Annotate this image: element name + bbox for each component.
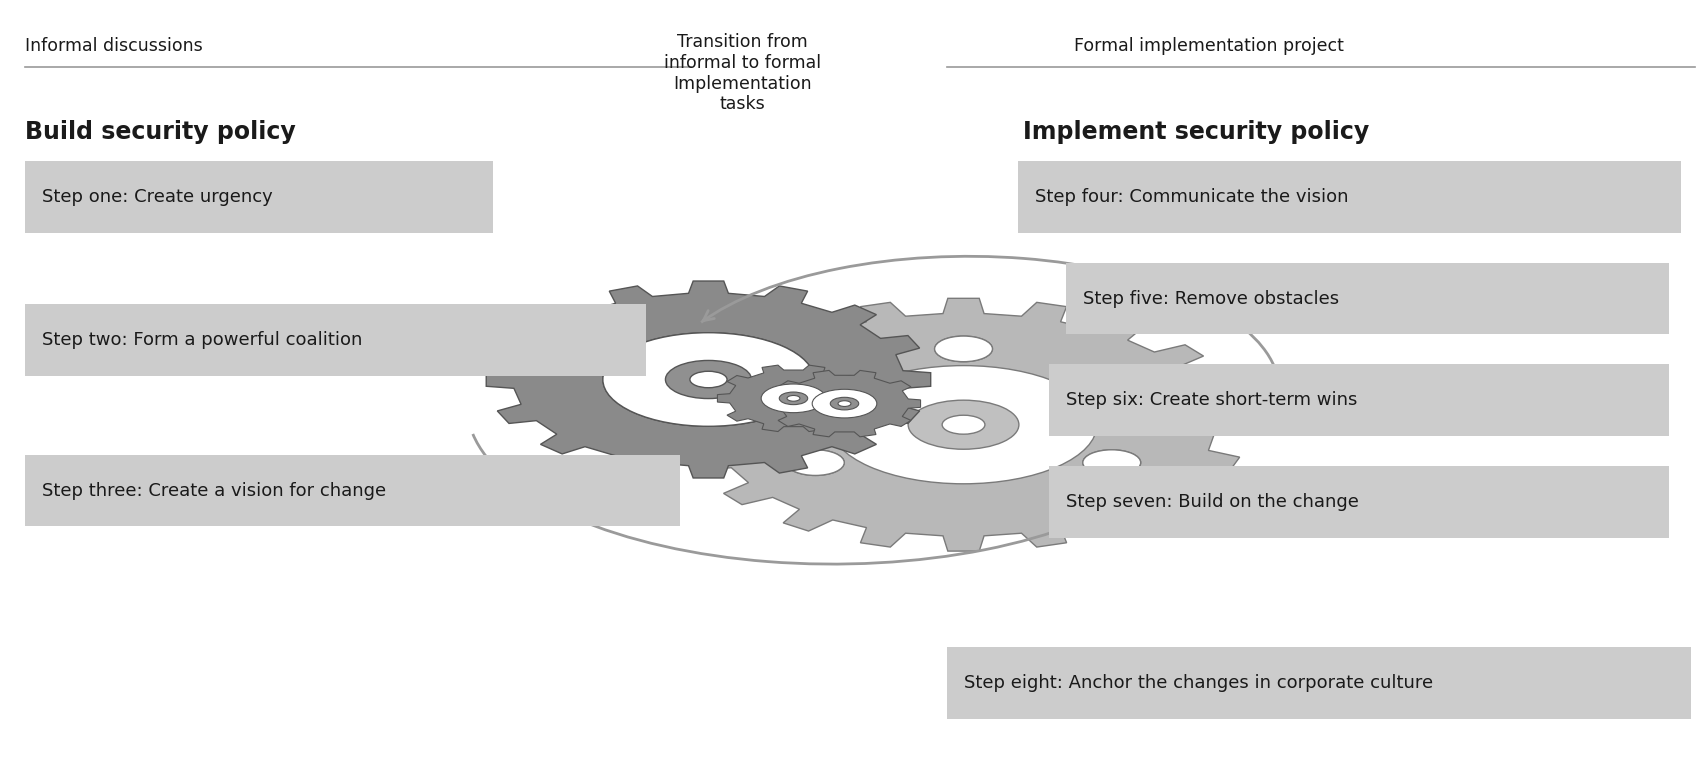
Circle shape [786,395,800,402]
Circle shape [868,383,1059,467]
Circle shape [621,341,796,418]
Circle shape [665,361,750,398]
Circle shape [730,322,1195,528]
Circle shape [689,371,726,388]
Text: Step seven: Build on the change: Step seven: Build on the change [1066,493,1357,511]
FancyBboxPatch shape [1049,364,1667,436]
Circle shape [786,450,844,475]
Circle shape [602,332,813,427]
Text: Implement security policy: Implement security policy [1023,120,1369,143]
Circle shape [812,389,876,418]
Text: Step eight: Anchor the changes in corporate culture: Step eight: Anchor the changes in corpor… [963,674,1432,691]
FancyBboxPatch shape [26,455,679,527]
Polygon shape [679,298,1248,551]
Circle shape [1083,450,1141,475]
Text: Transition from
informal to formal
Implementation
tasks: Transition from informal to formal Imple… [663,33,820,113]
Text: Step four: Communicate the vision: Step four: Communicate the vision [1035,187,1347,206]
Text: Formal implementation project: Formal implementation project [1074,36,1344,55]
Circle shape [885,390,1040,459]
Polygon shape [767,370,921,437]
FancyBboxPatch shape [1018,161,1679,232]
Circle shape [830,366,1096,483]
FancyBboxPatch shape [946,647,1690,719]
Text: Step two: Form a powerful coalition: Step two: Form a powerful coalition [43,331,361,349]
Circle shape [1083,450,1141,475]
Text: Step five: Remove obstacles: Step five: Remove obstacles [1083,289,1338,307]
Circle shape [587,326,829,433]
FancyBboxPatch shape [26,304,644,376]
Circle shape [786,450,844,475]
Polygon shape [486,281,931,478]
Circle shape [602,332,813,427]
Text: Step three: Create a vision for change: Step three: Create a vision for change [43,482,385,499]
Circle shape [779,392,806,405]
Circle shape [759,335,1166,515]
Circle shape [934,336,992,362]
Circle shape [837,401,851,407]
Circle shape [832,367,1093,483]
Circle shape [655,356,762,403]
Text: Informal discussions: Informal discussions [26,36,203,55]
Text: Build security policy: Build security policy [26,120,295,143]
Circle shape [907,400,1018,449]
Circle shape [934,336,992,362]
Polygon shape [718,365,870,432]
Circle shape [841,370,1084,479]
Circle shape [941,415,984,434]
Circle shape [830,397,858,410]
Circle shape [760,384,825,413]
Circle shape [796,351,1129,499]
Circle shape [558,313,859,446]
Circle shape [907,400,1018,449]
Text: Step one: Create urgency: Step one: Create urgency [43,187,273,206]
FancyBboxPatch shape [1066,263,1667,334]
Circle shape [532,301,885,458]
FancyBboxPatch shape [1049,466,1667,537]
Text: Step six: Create short-term wins: Step six: Create short-term wins [1066,391,1355,409]
FancyBboxPatch shape [26,161,493,232]
